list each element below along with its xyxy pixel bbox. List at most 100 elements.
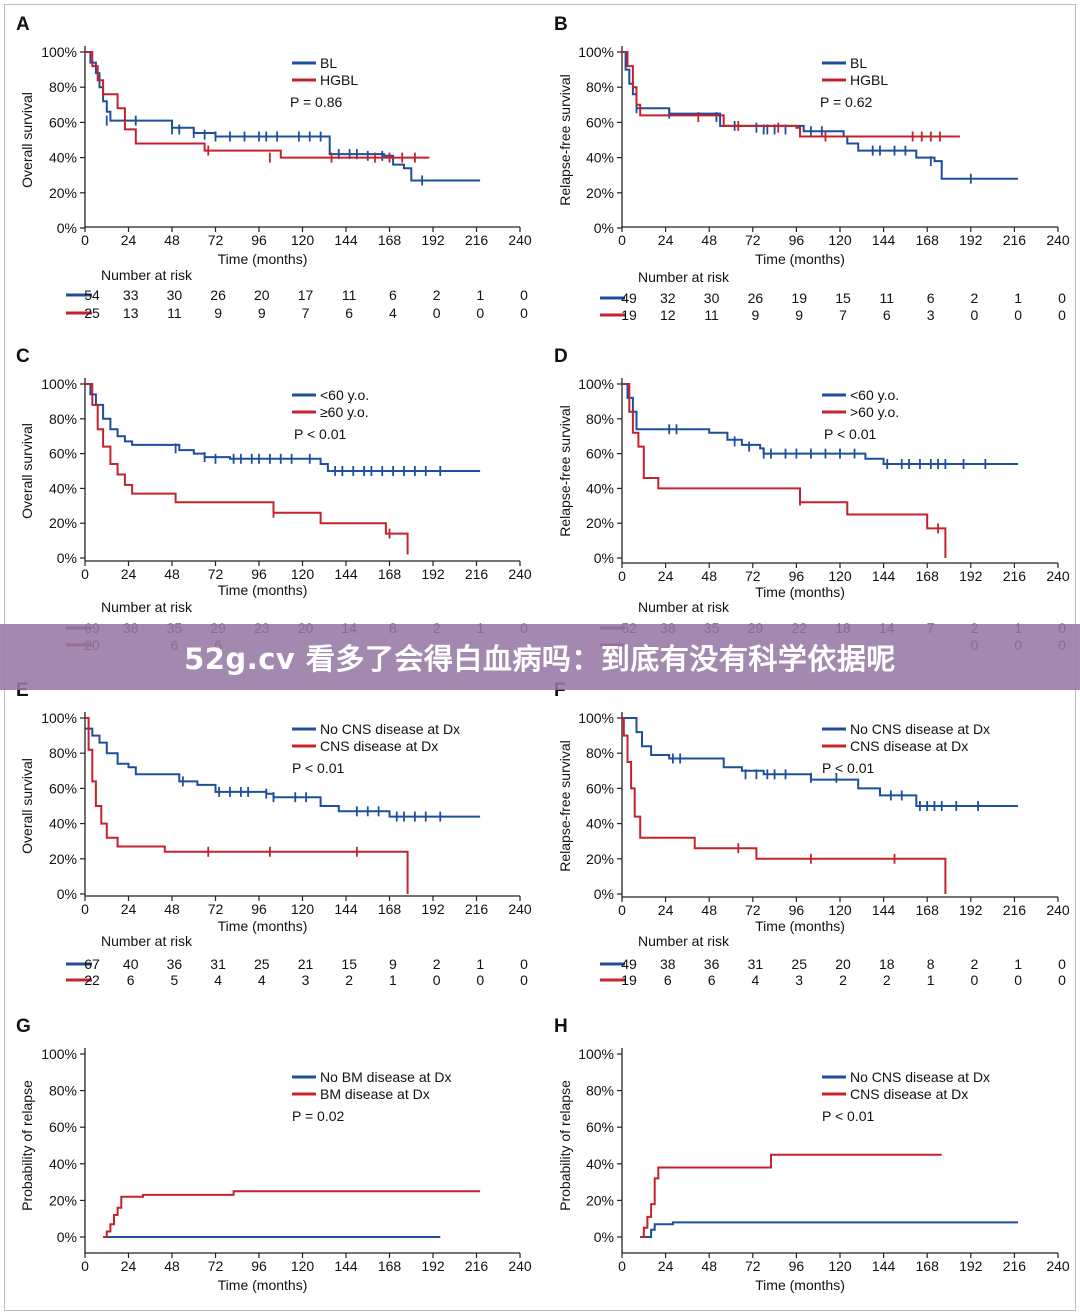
legend-label: <60 y.o. — [850, 387, 899, 403]
y-tick-label: 20% — [586, 185, 614, 201]
x-tick-label: 96 — [789, 902, 805, 918]
series-line — [85, 383, 409, 555]
risk-count: 5 — [171, 972, 179, 988]
y-tick-label: 40% — [586, 480, 614, 496]
y-tick-label: 100% — [578, 44, 614, 60]
y-axis-label: Overall survival — [19, 758, 35, 854]
x-tick-label: 144 — [872, 1258, 896, 1274]
x-tick-label: 168 — [916, 568, 940, 584]
p-value: P = 0.86 — [290, 94, 343, 110]
y-tick-label: 0% — [57, 220, 77, 236]
panel-letter: A — [16, 14, 30, 35]
risk-count: 30 — [704, 290, 720, 306]
x-tick-label: 72 — [208, 566, 224, 582]
risk-count: 0 — [476, 305, 484, 321]
risk-table-title: Number at risk — [638, 599, 730, 615]
x-tick-label: 216 — [1003, 568, 1027, 584]
risk-count: 2 — [433, 287, 441, 303]
risk-count: 2 — [345, 972, 353, 988]
risk-count: 11 — [342, 287, 357, 303]
risk-count: 0 — [520, 305, 528, 321]
panel-letter: D — [554, 346, 568, 367]
x-tick-label: 96 — [251, 232, 267, 248]
risk-count: 0 — [1058, 972, 1066, 988]
legend-label: ≥60 y.o. — [320, 404, 369, 420]
p-value: P < 0.01 — [294, 426, 347, 442]
series-line — [85, 727, 481, 818]
x-tick-label: 48 — [164, 232, 180, 248]
x-tick-label: 144 — [334, 566, 358, 582]
risk-count: 11 — [167, 305, 182, 321]
legend-label: HGBL — [320, 72, 358, 88]
x-tick-label: 0 — [81, 901, 89, 917]
risk-count: 12 — [660, 307, 676, 323]
x-tick-label: 216 — [465, 566, 489, 582]
x-tick-label: 96 — [789, 1258, 805, 1274]
x-tick-label: 120 — [291, 901, 315, 917]
x-tick-label: 24 — [121, 566, 137, 582]
y-tick-label: 0% — [57, 550, 77, 566]
y-axis-label: Probability of relapse — [557, 1080, 573, 1211]
x-tick-label: 96 — [251, 566, 267, 582]
y-tick-label: 100% — [578, 1046, 614, 1062]
y-tick-label: 20% — [49, 185, 77, 201]
risk-count: 0 — [433, 305, 441, 321]
y-tick-label: 60% — [586, 446, 614, 462]
series-line — [103, 1190, 481, 1238]
x-tick-label: 192 — [959, 232, 983, 248]
panel-letter: C — [16, 346, 30, 367]
x-axis-label: Time (months) — [218, 251, 308, 267]
legend-label: CNS disease at Dx — [850, 738, 968, 754]
x-tick-label: 168 — [378, 901, 402, 917]
risk-count: 0 — [433, 972, 441, 988]
risk-count: 54 — [84, 287, 100, 303]
x-tick-label: 72 — [745, 902, 761, 918]
p-value: P < 0.01 — [292, 760, 345, 776]
risk-count: 15 — [341, 956, 357, 972]
legend-label: <60 y.o. — [320, 387, 369, 403]
risk-count: 26 — [210, 287, 226, 303]
y-tick-label: 0% — [57, 886, 77, 902]
risk-count: 6 — [708, 972, 716, 988]
risk-count: 6 — [664, 972, 672, 988]
p-value: P < 0.01 — [824, 426, 877, 442]
x-tick-label: 216 — [465, 232, 489, 248]
series-line — [640, 1221, 1018, 1238]
risk-count: 2 — [971, 290, 979, 306]
x-tick-label: 96 — [789, 232, 805, 248]
y-tick-label: 20% — [586, 851, 614, 867]
risk-count: 0 — [1014, 307, 1022, 323]
risk-count: 3 — [302, 972, 310, 988]
legend-label: No CNS disease at Dx — [850, 721, 990, 737]
risk-count: 4 — [214, 972, 222, 988]
risk-count: 8 — [927, 956, 935, 972]
legend-label: CNS disease at Dx — [850, 1086, 968, 1102]
x-axis-label: Time (months) — [755, 1277, 845, 1293]
legend-label: CNS disease at Dx — [320, 738, 438, 754]
y-tick-label: 0% — [57, 1229, 77, 1245]
risk-count: 1 — [1014, 290, 1022, 306]
risk-count: 0 — [1014, 972, 1022, 988]
x-tick-label: 120 — [828, 1258, 852, 1274]
x-tick-label: 120 — [828, 902, 852, 918]
y-tick-label: 60% — [586, 780, 614, 796]
x-tick-label: 192 — [959, 902, 983, 918]
risk-table-title: Number at risk — [101, 933, 193, 949]
y-tick-label: 100% — [578, 710, 614, 726]
y-tick-label: 0% — [594, 1229, 614, 1245]
x-tick-label: 48 — [164, 566, 180, 582]
x-tick-label: 0 — [618, 1258, 626, 1274]
series-line — [622, 383, 1018, 465]
y-tick-label: 60% — [49, 446, 77, 462]
risk-count: 18 — [879, 956, 895, 972]
y-tick-label: 100% — [41, 44, 77, 60]
x-tick-label: 24 — [121, 1258, 137, 1274]
risk-count: 30 — [167, 287, 183, 303]
risk-count: 0 — [1058, 307, 1066, 323]
panel-letter: H — [554, 1016, 568, 1037]
x-tick-label: 240 — [1046, 1258, 1070, 1274]
risk-count: 25 — [254, 956, 270, 972]
risk-count: 67 — [84, 956, 100, 972]
x-tick-label: 96 — [789, 568, 805, 584]
x-tick-label: 240 — [1046, 568, 1070, 584]
